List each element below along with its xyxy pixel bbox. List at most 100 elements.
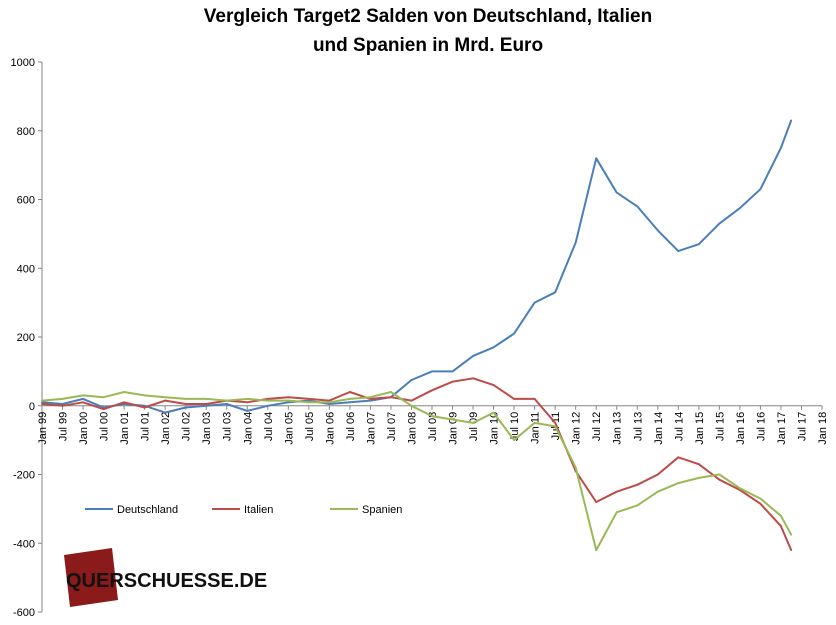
data-point bbox=[102, 406, 105, 409]
data-point bbox=[287, 399, 290, 402]
data-point bbox=[410, 404, 413, 407]
data-point bbox=[328, 401, 331, 404]
data-point bbox=[390, 391, 392, 393]
x-tick-label: Jan 07 bbox=[365, 412, 377, 445]
x-tick-label: Jan 01 bbox=[119, 412, 131, 445]
x-tick-label: Jan 15 bbox=[694, 412, 706, 445]
x-tick-label: Jul 16 bbox=[755, 412, 767, 441]
x-tick-label: Jan 02 bbox=[160, 412, 172, 445]
data-point bbox=[41, 399, 43, 402]
data-point bbox=[266, 399, 269, 402]
chart-title: Vergleich Target2 Salden von Deutschland… bbox=[0, 2, 836, 60]
data-point bbox=[718, 478, 721, 481]
data-point bbox=[656, 473, 659, 476]
data-point bbox=[225, 399, 228, 402]
y-tick-label: -400 bbox=[13, 538, 35, 550]
data-point bbox=[615, 490, 618, 493]
x-tick-label: Jul 03 bbox=[222, 412, 234, 441]
y-tick-label: 400 bbox=[17, 263, 35, 275]
data-point bbox=[513, 398, 515, 400]
logo-box bbox=[64, 548, 118, 607]
data-point bbox=[349, 398, 351, 400]
data-point bbox=[61, 403, 64, 405]
data-point bbox=[451, 370, 454, 373]
data-point bbox=[595, 549, 598, 551]
x-tick-label: Jul 13 bbox=[632, 412, 644, 441]
data-point bbox=[102, 408, 105, 411]
data-point bbox=[533, 301, 536, 304]
data-point bbox=[697, 477, 700, 479]
data-point bbox=[164, 396, 167, 399]
legend-label-spanien: Spanien bbox=[362, 504, 402, 516]
chart-title-line-1: Vergleich Target2 Salden von Deutschland… bbox=[203, 6, 653, 27]
series-line-italien bbox=[41, 377, 793, 551]
data-point bbox=[677, 250, 680, 253]
data-point bbox=[615, 191, 618, 194]
data-point bbox=[349, 391, 351, 393]
data-point bbox=[225, 403, 228, 405]
y-tick-label: -600 bbox=[13, 607, 35, 619]
data-point bbox=[533, 398, 536, 400]
data-point bbox=[287, 396, 290, 399]
y-tick-label: 0 bbox=[29, 401, 35, 413]
x-tick-label: Jul 99 bbox=[58, 412, 70, 441]
data-point bbox=[636, 483, 639, 486]
querschuesse-logo: QUERSCHUESSE.DE bbox=[64, 548, 267, 607]
x-tick-label: Jan 12 bbox=[571, 412, 583, 445]
x-tick-label: Jul 17 bbox=[796, 412, 808, 441]
data-point bbox=[205, 403, 208, 405]
data-point bbox=[739, 487, 741, 490]
data-point bbox=[790, 533, 793, 536]
x-tick-label: Jul 09 bbox=[468, 412, 480, 441]
data-point bbox=[410, 379, 413, 381]
data-point bbox=[533, 422, 536, 424]
data-point bbox=[307, 401, 310, 404]
data-point bbox=[554, 425, 557, 428]
data-point bbox=[636, 205, 639, 208]
data-point bbox=[790, 549, 793, 551]
x-tick-label: Jan 03 bbox=[201, 412, 213, 445]
data-point bbox=[431, 415, 433, 417]
x-tick-label: Jan 13 bbox=[612, 412, 624, 445]
x-tick-label: Jan 16 bbox=[735, 412, 747, 445]
data-point bbox=[472, 355, 474, 357]
series-spanien bbox=[41, 391, 793, 552]
data-point bbox=[759, 497, 762, 500]
x-tick-label: Jan 99 bbox=[37, 412, 49, 445]
x-tick-label: Jan 14 bbox=[653, 412, 665, 445]
x-tick-label: Jan 08 bbox=[406, 412, 418, 445]
data-point bbox=[492, 384, 495, 386]
data-point bbox=[82, 394, 84, 397]
data-point bbox=[61, 404, 64, 407]
data-point bbox=[349, 401, 351, 404]
data-point bbox=[307, 398, 310, 400]
x-tick-label: Jan 05 bbox=[283, 412, 295, 445]
data-point bbox=[697, 243, 700, 246]
data-point bbox=[554, 291, 557, 294]
series-deutschland bbox=[41, 119, 793, 414]
y-axis-ticks: -600 -400 -200 0 200 400 600 800 1000 bbox=[11, 57, 42, 619]
x-tick-label: Jul 01 bbox=[140, 412, 152, 441]
x-axis-ticks: Jan 99 Jul 99 Jan 00 Jul 00 Jan 01 Jul 01 Jan … bbox=[37, 405, 829, 445]
data-point bbox=[369, 399, 372, 402]
data-point bbox=[759, 502, 762, 505]
data-point bbox=[287, 401, 290, 404]
data-point bbox=[205, 398, 208, 400]
data-point bbox=[492, 411, 495, 414]
data-point bbox=[554, 422, 557, 424]
y-tick-label: 800 bbox=[17, 126, 35, 138]
data-point bbox=[759, 188, 762, 191]
data-point bbox=[246, 410, 249, 412]
y-tick-label: -200 bbox=[13, 470, 35, 482]
data-point bbox=[636, 504, 639, 507]
x-tick-label: Jan 11 bbox=[530, 412, 542, 444]
axes bbox=[41, 62, 822, 612]
data-point bbox=[492, 346, 495, 349]
data-point bbox=[780, 147, 782, 149]
chart-title-line-2: und Spanien in Mrd. Euro bbox=[312, 35, 544, 56]
data-point bbox=[595, 157, 598, 160]
data-point bbox=[615, 511, 618, 514]
data-point bbox=[164, 399, 167, 402]
y-tick-label: 1000 bbox=[11, 57, 35, 69]
data-point bbox=[718, 222, 721, 225]
